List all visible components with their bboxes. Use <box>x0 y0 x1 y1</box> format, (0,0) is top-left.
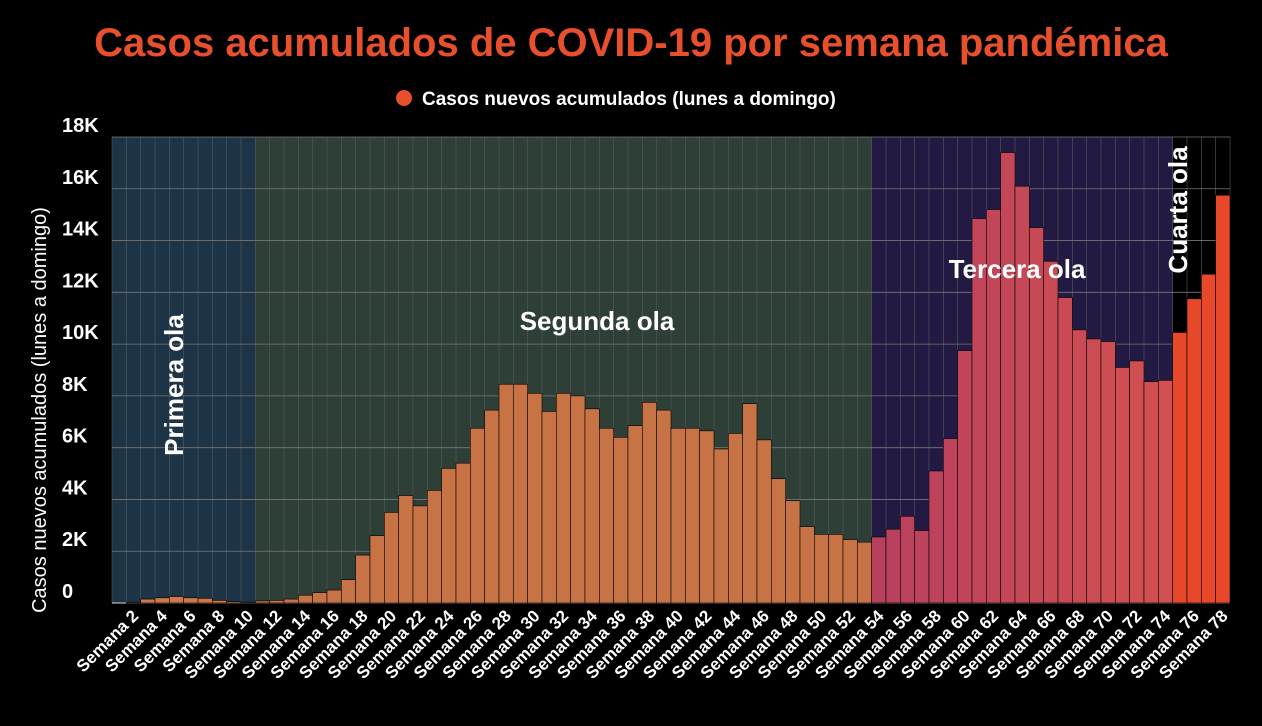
bar <box>900 515 915 604</box>
bar <box>771 478 786 604</box>
y-axis-label: Casos nuevos acumulados (lunes a domingo… <box>29 207 51 613</box>
y-tick-label: 10K <box>62 322 99 344</box>
bar <box>957 350 973 604</box>
y-tick-label: 0 <box>62 581 73 603</box>
labels: Primera ola Segunda ola Tercera ola Cuarta … <box>62 115 1232 683</box>
bar <box>498 383 514 604</box>
bar <box>183 597 199 604</box>
bar <box>283 598 299 604</box>
bar <box>298 594 313 604</box>
region-label: Primera ola <box>159 314 189 456</box>
bar <box>1100 341 1116 604</box>
bar <box>928 470 944 604</box>
bar <box>255 600 270 604</box>
bar <box>885 528 901 604</box>
y-tick-label: 16K <box>62 167 99 189</box>
y-tick-label: 18K <box>62 115 99 137</box>
bar <box>1000 152 1016 604</box>
bar <box>484 409 500 604</box>
bar <box>1172 332 1188 604</box>
bar <box>914 530 930 604</box>
bar <box>756 439 772 604</box>
y-tick-label: 2K <box>62 529 88 551</box>
bar <box>685 427 700 604</box>
bar <box>1043 260 1059 604</box>
bar <box>570 395 586 604</box>
bar <box>355 554 371 604</box>
bar <box>140 598 156 604</box>
bar <box>627 425 643 604</box>
bar <box>269 600 285 604</box>
bar <box>871 536 887 604</box>
bar <box>828 534 844 604</box>
bar <box>1115 367 1130 604</box>
bar <box>369 535 385 604</box>
bar <box>455 462 471 604</box>
bar <box>197 598 213 604</box>
bar <box>398 495 414 604</box>
region-label: Cuarta ola <box>1163 146 1193 274</box>
bar <box>799 526 815 604</box>
bar <box>857 541 872 604</box>
bar <box>556 392 571 604</box>
bar <box>1201 273 1216 604</box>
bar <box>1143 381 1159 604</box>
bar <box>943 438 958 604</box>
bar <box>384 512 399 604</box>
bar <box>212 600 227 604</box>
bar <box>642 402 657 604</box>
bar <box>584 408 600 604</box>
bar <box>326 589 342 604</box>
bar <box>1215 194 1231 604</box>
bar <box>226 601 242 604</box>
region-label: Tercera ola <box>949 254 1086 284</box>
bar <box>1072 329 1087 604</box>
bar <box>599 427 614 604</box>
bar <box>1158 380 1173 604</box>
bar <box>154 597 170 604</box>
bar <box>713 448 729 604</box>
bar <box>814 534 829 604</box>
bar <box>1086 338 1102 604</box>
region-label: Segunda ola <box>520 306 675 336</box>
bar <box>470 427 485 604</box>
bar <box>1129 360 1145 604</box>
bar <box>341 579 356 604</box>
bar <box>670 427 686 604</box>
y-tick-label: 4K <box>62 477 88 499</box>
legend-marker <box>396 90 412 106</box>
bar <box>728 433 743 604</box>
bar <box>427 490 442 604</box>
bar <box>785 500 801 604</box>
y-tick-label: 8K <box>62 374 88 396</box>
y-tick-label: 6K <box>62 426 88 448</box>
bar <box>742 403 758 604</box>
bar <box>1057 297 1073 604</box>
bar <box>441 468 457 604</box>
bar <box>527 392 543 604</box>
bar <box>541 411 557 604</box>
bar <box>842 539 858 604</box>
bar <box>656 409 672 604</box>
chart-title: Casos acumulados de COVID-19 por semana … <box>94 21 1168 65</box>
bar <box>240 601 256 604</box>
bar <box>126 601 141 604</box>
bar <box>412 505 428 604</box>
bar <box>1186 298 1202 604</box>
y-tick-label: 14K <box>62 219 99 241</box>
bar <box>1014 185 1030 604</box>
bar <box>169 596 184 604</box>
bar <box>312 592 328 604</box>
y-tick-label: 12K <box>62 270 99 292</box>
bar <box>613 437 629 604</box>
bar <box>513 383 528 604</box>
legend-label: Casos nuevos acumulados (lunes a domingo… <box>422 89 836 110</box>
bar <box>699 430 715 604</box>
bars <box>126 152 1231 604</box>
